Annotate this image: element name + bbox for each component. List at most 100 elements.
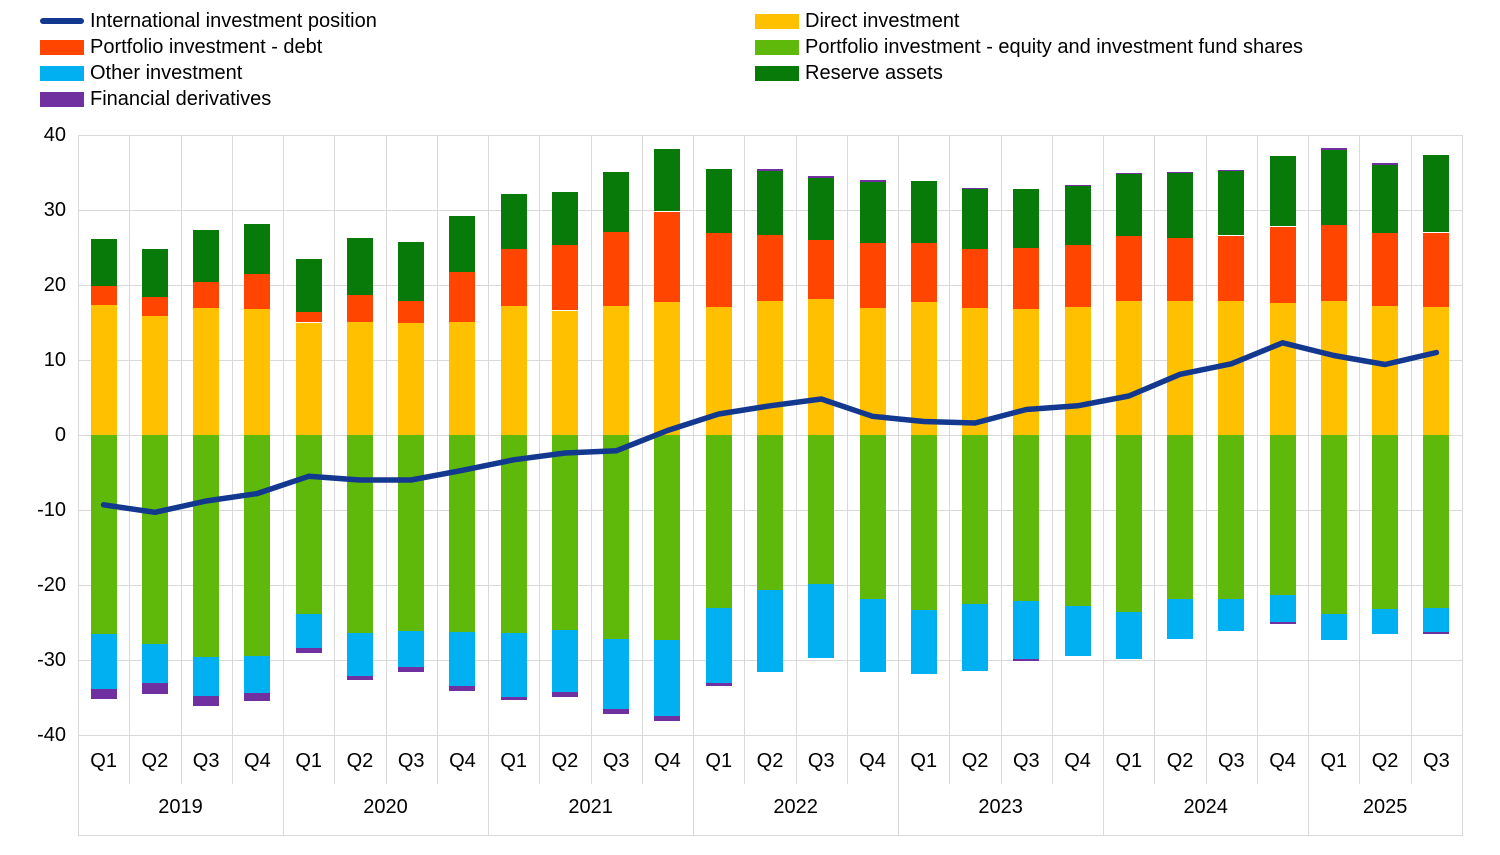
- y-tick-label: -30: [37, 649, 66, 671]
- y-tick-label: 40: [43, 124, 66, 146]
- bar-segment: [962, 249, 988, 308]
- x-quarter-tick: [1206, 735, 1207, 784]
- bar-segment: [860, 182, 886, 243]
- bar-segment: [1270, 595, 1296, 622]
- bar-segment: [654, 149, 680, 211]
- legend-item: International investment position: [40, 8, 377, 34]
- x-quarter-label: Q1: [295, 749, 322, 772]
- bar-segment: [654, 212, 680, 302]
- x-quarter-label: Q3: [397, 749, 425, 772]
- bar-segment: [1013, 248, 1039, 309]
- bar-segment: [449, 216, 475, 272]
- bar-segment: [1423, 435, 1449, 608]
- bar-segment: [603, 232, 629, 306]
- bar-segment: [1065, 606, 1091, 656]
- gridline-vertical: [847, 135, 848, 735]
- x-quarter-label: Q2: [961, 749, 989, 772]
- x-quarter-label: Q1: [705, 749, 733, 772]
- gridline-vertical: [283, 135, 284, 735]
- legend-color-swatch: [40, 39, 84, 55]
- bar-segment: [1372, 233, 1398, 306]
- bar-segment: [449, 272, 475, 322]
- bar-segment: [398, 667, 424, 672]
- legend-item: Financial derivatives: [40, 86, 377, 112]
- bar-segment: [552, 311, 578, 436]
- gridline-horizontal: [78, 135, 1462, 136]
- x-year-tick: [1308, 735, 1309, 835]
- x-quarter-label: Q1: [1320, 749, 1348, 772]
- bar-segment: [398, 435, 424, 631]
- bar-segment: [1116, 173, 1142, 174]
- bar-segment: [1065, 307, 1091, 435]
- x-quarter-tick: [181, 735, 182, 784]
- bar-segment: [603, 305, 629, 435]
- bar-segment: [296, 435, 322, 614]
- bar-segment: [552, 630, 578, 692]
- x-quarter-label: Q3: [1217, 749, 1245, 772]
- y-tick-label: -20: [37, 574, 66, 596]
- y-tick-label: -40: [37, 724, 66, 746]
- legend-item: Portfolio investment - equity and invest…: [755, 34, 1303, 60]
- x-quarter-label: Q3: [1012, 749, 1040, 772]
- bar-segment: [1321, 435, 1347, 614]
- x-year-label: 2023: [978, 795, 1023, 818]
- bar-segment: [244, 274, 270, 309]
- x-quarter-label: Q4: [244, 749, 271, 772]
- x-quarter-label: Q2: [1166, 749, 1194, 772]
- bar-segment: [1218, 599, 1244, 631]
- legend-label: Portfolio investment - debt: [90, 35, 323, 58]
- bar-segment: [1270, 435, 1296, 595]
- bar-segment: [193, 282, 219, 308]
- legend-label: International investment position: [90, 9, 377, 32]
- bar-segment: [244, 224, 270, 274]
- bar-segment: [603, 172, 629, 232]
- bar-segment: [1167, 238, 1193, 301]
- gridline-vertical: [334, 135, 335, 735]
- bar-segment: [296, 259, 322, 312]
- bar-segment: [1167, 173, 1193, 238]
- bar-segment: [860, 243, 886, 308]
- legend-color-swatch: [755, 39, 799, 55]
- gridline-vertical: [744, 135, 745, 735]
- y-tick-label: 30: [43, 199, 66, 221]
- bar-segment: [398, 301, 424, 323]
- bar-segment: [757, 435, 783, 590]
- bar-segment: [1218, 435, 1244, 599]
- bar-segment: [860, 435, 886, 599]
- bar-segment: [911, 243, 937, 302]
- bar-segment: [1065, 185, 1091, 186]
- bar-segment: [449, 686, 475, 691]
- legend-color-swatch: [40, 65, 84, 81]
- x-quarter-label: Q3: [807, 749, 835, 772]
- bar-segment: [1372, 163, 1398, 165]
- bar-segment: [193, 657, 219, 696]
- gridline-horizontal: [78, 735, 1462, 736]
- legend-line-swatch: [40, 18, 84, 24]
- bar-segment: [911, 302, 937, 436]
- gridline-vertical: [232, 135, 233, 735]
- legend-item: Portfolio investment - debt: [40, 34, 377, 60]
- gridline-vertical: [1052, 135, 1053, 735]
- x-quarter-label: Q4: [1269, 749, 1296, 772]
- bar-segment: [501, 697, 527, 700]
- bar-segment: [1321, 225, 1347, 301]
- bar-segment: [501, 306, 527, 435]
- bar-segment: [347, 295, 373, 322]
- bar-segment: [501, 194, 527, 249]
- bar-segment: [244, 435, 270, 656]
- x-quarter-tick: [642, 735, 643, 784]
- bar-segment: [962, 188, 988, 189]
- bar-segment: [193, 308, 219, 436]
- x-quarter-label: Q4: [449, 749, 476, 772]
- legend-item: Direct investment: [755, 8, 1303, 34]
- gridline-vertical: [1411, 135, 1412, 735]
- bar-segment: [244, 656, 270, 694]
- gridline-vertical: [1359, 135, 1360, 735]
- x-quarter-label: Q2: [1371, 749, 1399, 772]
- bar-segment: [808, 299, 834, 436]
- gridline-vertical: [1154, 135, 1155, 735]
- x-quarter-tick: [1257, 735, 1258, 784]
- bar-segment: [347, 676, 373, 680]
- bar-segment: [1270, 622, 1296, 624]
